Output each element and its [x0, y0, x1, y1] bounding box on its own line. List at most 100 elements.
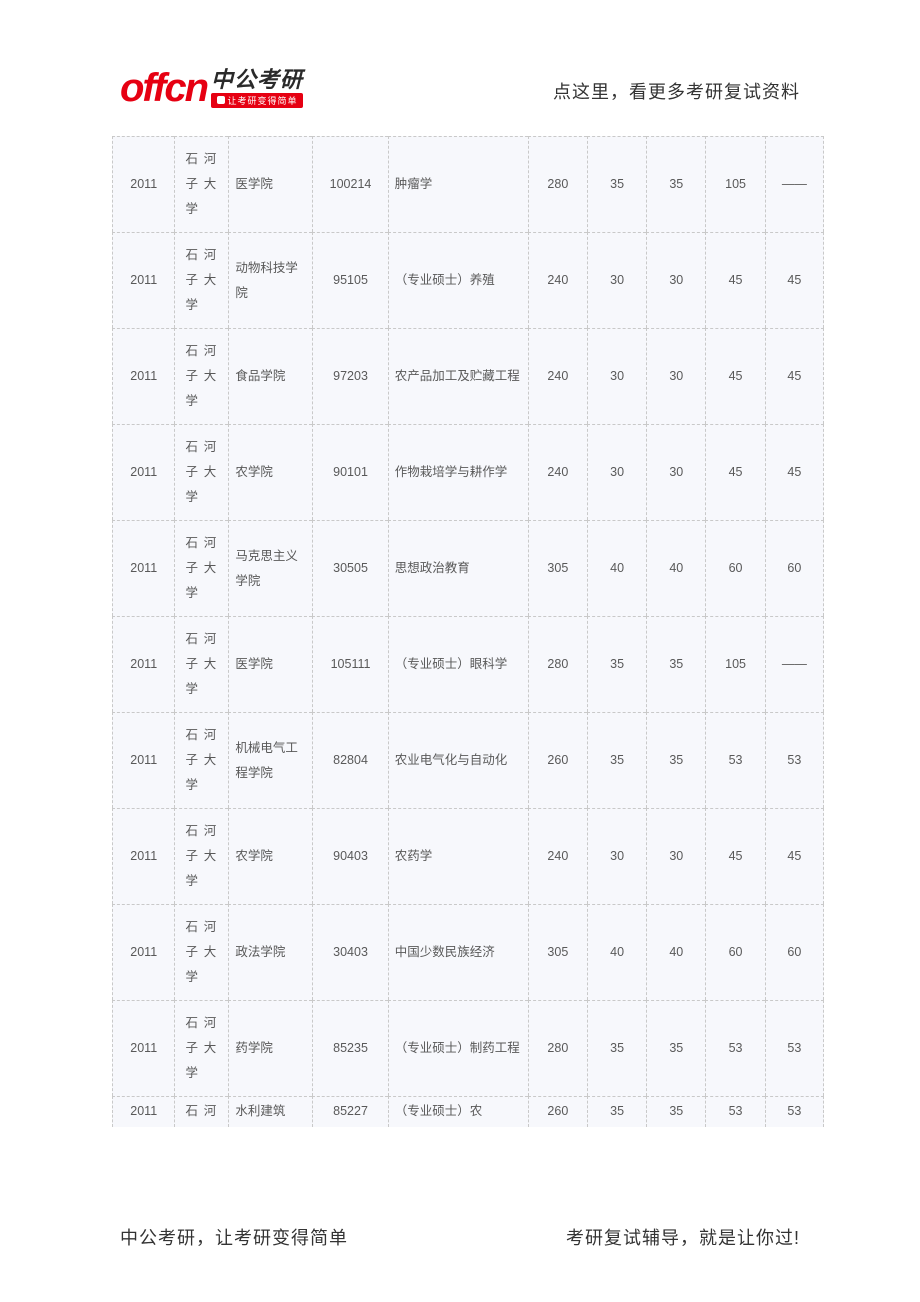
cell-s1: 30	[587, 424, 646, 520]
cell-dept: 马克思主义学院	[228, 520, 312, 616]
cell-total: 280	[528, 616, 587, 712]
logo: offcn 中公考研 让考研变得简单	[120, 68, 303, 108]
cell-dept: 医学院	[228, 136, 312, 232]
cell-s4: 45	[765, 328, 824, 424]
cell-s3: 53	[705, 712, 764, 808]
cell-school: 石河子大学	[174, 424, 228, 520]
cell-s1: 35	[587, 1000, 646, 1096]
cell-s2: 40	[646, 904, 705, 1000]
cell-major: 思想政治教育	[388, 520, 528, 616]
cell-year: 2011	[112, 1096, 174, 1127]
cell-year: 2011	[112, 616, 174, 712]
table-row: 2011石河子大学马克思主义学院30505思想政治教育30540406060	[112, 520, 824, 616]
cell-s4: 45	[765, 232, 824, 328]
cell-total: 260	[528, 1096, 587, 1127]
cell-s1: 35	[587, 1096, 646, 1127]
cell-s3: 45	[705, 808, 764, 904]
cell-s2: 35	[646, 616, 705, 712]
cell-dept: 机械电气工程学院	[228, 712, 312, 808]
table-row: 2011石河子大学食品学院97203农产品加工及贮藏工程24030304545	[112, 328, 824, 424]
cell-code: 85235	[312, 1000, 387, 1096]
cell-major: 中国少数民族经济	[388, 904, 528, 1000]
table-row: 2011石河子大学医学院105111（专业硕士）眼科学2803535105——	[112, 616, 824, 712]
cell-s4: ——	[765, 616, 824, 712]
cell-code: 90101	[312, 424, 387, 520]
cell-code: 100214	[312, 136, 387, 232]
cell-s2: 30	[646, 424, 705, 520]
cell-school: 石河子大学	[174, 616, 228, 712]
cell-s4: 45	[765, 424, 824, 520]
cell-s2: 35	[646, 136, 705, 232]
cell-s3: 105	[705, 136, 764, 232]
cell-total: 240	[528, 232, 587, 328]
cell-total: 280	[528, 136, 587, 232]
cell-s4: 45	[765, 808, 824, 904]
header-link[interactable]: 点这里，看更多考研复试资料	[553, 78, 800, 104]
cell-dept: 动物科技学院	[228, 232, 312, 328]
cell-year: 2011	[112, 232, 174, 328]
cell-s1: 35	[587, 616, 646, 712]
cell-s2: 30	[646, 232, 705, 328]
cell-major: （专业硕士）眼科学	[388, 616, 528, 712]
cell-dept: 农学院	[228, 808, 312, 904]
cell-major: 作物栽培学与耕作学	[388, 424, 528, 520]
cell-year: 2011	[112, 712, 174, 808]
cell-dept: 农学院	[228, 424, 312, 520]
table-row: 2011石河子大学医学院100214肿瘤学2803535105——	[112, 136, 824, 232]
cell-school: 石河子大学	[174, 520, 228, 616]
cell-s3: 45	[705, 424, 764, 520]
cell-code: 90403	[312, 808, 387, 904]
cell-s1: 35	[587, 136, 646, 232]
cell-s2: 35	[646, 712, 705, 808]
cell-major: 农业电气化与自动化	[388, 712, 528, 808]
cell-code: 105111	[312, 616, 387, 712]
footer-left: 中公考研，让考研变得简单	[120, 1224, 348, 1250]
cell-s3: 105	[705, 616, 764, 712]
cell-school: 石河子大学	[174, 808, 228, 904]
cell-dept: 政法学院	[228, 904, 312, 1000]
cell-s2: 40	[646, 520, 705, 616]
cell-dept: 水利建筑	[228, 1096, 312, 1127]
cell-school: 石河子大学	[174, 1000, 228, 1096]
cell-total: 280	[528, 1000, 587, 1096]
cell-year: 2011	[112, 1000, 174, 1096]
cell-total: 240	[528, 424, 587, 520]
cell-s1: 40	[587, 520, 646, 616]
table-row: 2011石河子大学机械电气工程学院82804农业电气化与自动化260353553…	[112, 712, 824, 808]
cell-s2: 30	[646, 808, 705, 904]
cell-s4: 53	[765, 1000, 824, 1096]
cell-s1: 30	[587, 808, 646, 904]
table-row: 2011石河子大学动物科技学院95105（专业硕士）养殖24030304545	[112, 232, 824, 328]
cell-total: 260	[528, 712, 587, 808]
page-header: offcn 中公考研 让考研变得简单 点这里，看更多考研复试资料	[120, 68, 800, 108]
cell-dept: 药学院	[228, 1000, 312, 1096]
cell-s3: 53	[705, 1096, 764, 1127]
cell-s2: 30	[646, 328, 705, 424]
cell-s4: 53	[765, 1096, 824, 1127]
cell-major: （专业硕士）农	[388, 1096, 528, 1127]
cell-s3: 53	[705, 1000, 764, 1096]
cell-major: 农产品加工及贮藏工程	[388, 328, 528, 424]
cell-year: 2011	[112, 808, 174, 904]
cell-s3: 60	[705, 904, 764, 1000]
cell-s3: 60	[705, 520, 764, 616]
cell-code: 30505	[312, 520, 387, 616]
table-row: 2011石河子大学农学院90403农药学24030304545	[112, 808, 824, 904]
cell-school: 石河	[174, 1096, 228, 1127]
logo-en: offcn	[120, 68, 207, 108]
table-row: 2011石河子大学政法学院30403中国少数民族经济30540406060	[112, 904, 824, 1000]
cell-code: 97203	[312, 328, 387, 424]
cell-school: 石河子大学	[174, 136, 228, 232]
logo-cn-sub: 让考研变得简单	[211, 93, 303, 108]
cell-year: 2011	[112, 904, 174, 1000]
table-row: 2011石河子大学农学院90101作物栽培学与耕作学24030304545	[112, 424, 824, 520]
cell-dept: 医学院	[228, 616, 312, 712]
footer-right: 考研复试辅导，就是让你过!	[566, 1224, 800, 1250]
score-table: 2011石河子大学医学院100214肿瘤学2803535105——2011石河子…	[112, 136, 824, 1127]
cell-code: 95105	[312, 232, 387, 328]
cell-s1: 40	[587, 904, 646, 1000]
cell-s1: 30	[587, 328, 646, 424]
table-row: 2011石河水利建筑85227（专业硕士）农26035355353	[112, 1096, 824, 1127]
cell-s4: 60	[765, 520, 824, 616]
cell-school: 石河子大学	[174, 712, 228, 808]
